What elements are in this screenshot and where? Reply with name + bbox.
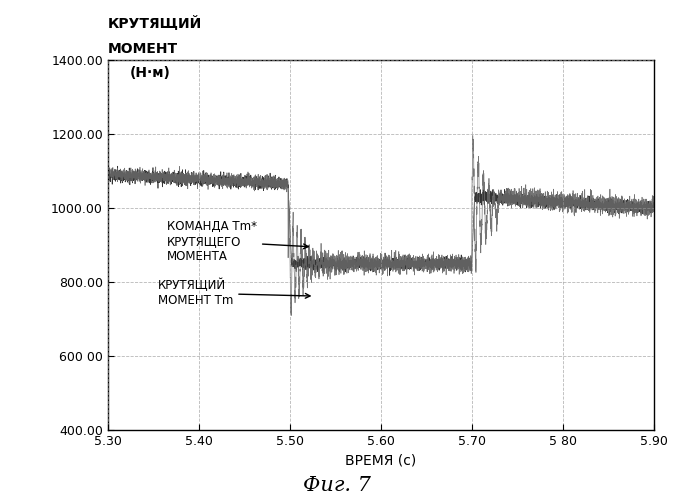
Text: КОМАНДА Tm*
КРУТЯЩЕГО
МОМЕНТА: КОМАНДА Tm* КРУТЯЩЕГО МОМЕНТА <box>167 220 308 263</box>
Text: МОМЕНТ: МОМЕНТ <box>108 42 178 56</box>
Text: (Н·м): (Н·м) <box>129 66 171 80</box>
X-axis label: ВРЕМЯ (с): ВРЕМЯ (с) <box>345 454 417 468</box>
Text: Фиг. 7: Фиг. 7 <box>303 476 371 495</box>
Text: КРУТЯЩИЙ
МОМЕНТ Tm: КРУТЯЩИЙ МОМЕНТ Tm <box>158 279 310 308</box>
Text: КРУТЯЩИЙ: КРУТЯЩИЙ <box>108 16 202 30</box>
